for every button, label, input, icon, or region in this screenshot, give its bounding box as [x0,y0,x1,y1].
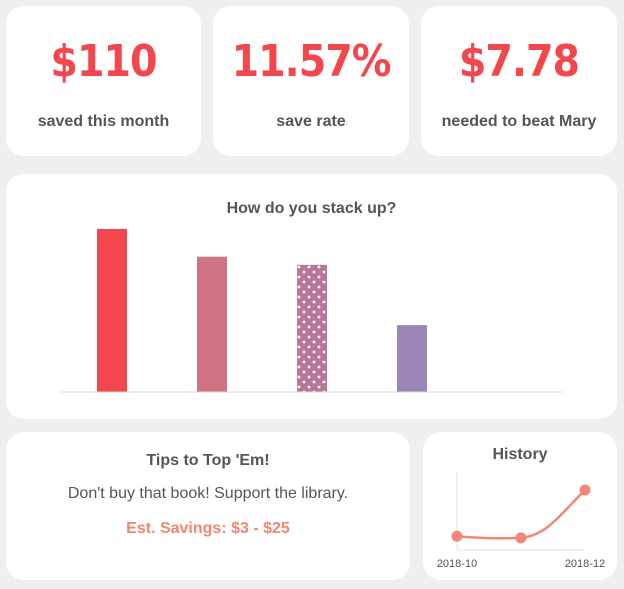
history-x-tick-1: 2018-10 [437,558,477,570]
history-x-tick-2: 2018-12 [565,558,605,570]
saved-amount: $110 [50,36,157,87]
save-rate-value: 11.57% [231,36,392,87]
history-line [456,489,586,540]
stat-card-beat-mary: $7.78 needed to beat Mary [421,6,617,156]
bar-2 [197,256,227,392]
tips-text: Don't buy that book! Support the library… [67,485,349,502]
stat-card-save-rate: 11.57% save rate [213,6,409,156]
saved-label: saved this month [37,113,170,130]
chart-title: How do you stack up? [226,200,397,217]
save-rate-label: save rate [276,113,346,130]
stack-up-bar-chart [61,229,562,393]
bar-3 [297,264,327,392]
beat-mary-label: needed to beat Mary [441,113,597,130]
estimated-savings: Est. Savings: $3 - $25 [126,520,290,537]
beat-mary-amount: $7.78 [458,36,580,87]
history-card: History 2018-10 2018-12 [423,432,617,580]
history-plot: 2018-10 2018-12 [437,484,605,570]
bar-1 [97,229,127,392]
history-title: History [492,446,548,463]
tips-title: Tips to Top 'Em! [146,452,270,469]
history-line-chart: 2018-10 2018-12 [437,472,605,570]
bar-4 [397,325,427,392]
bars-group [97,229,427,392]
tips-card: Tips to Top 'Em! Don't buy that book! Su… [6,432,410,580]
stat-card-saved: $110 saved this month [6,6,201,156]
history-point-2 [515,532,527,544]
stack-up-chart-card: How do you stack up? [6,174,617,419]
history-point-1 [451,530,463,542]
history-point-3 [579,484,591,496]
